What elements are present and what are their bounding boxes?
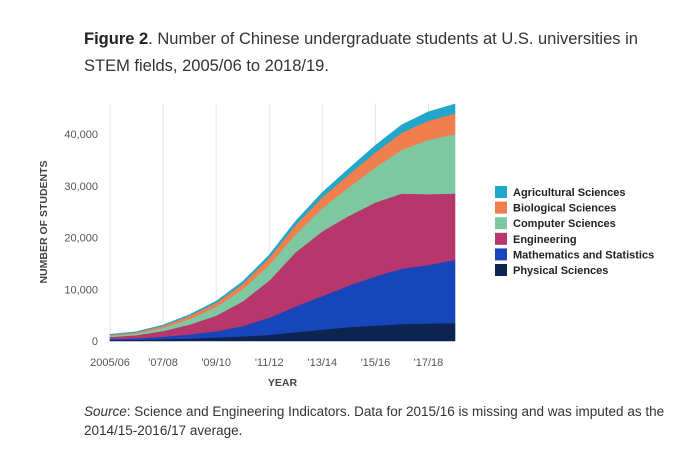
x-tick-label-0: 2005/06: [90, 357, 130, 369]
x-tick-label-2: '09/10: [201, 357, 231, 369]
x-tick-label-4: '13/14: [307, 357, 337, 369]
figure-label: Figure 2: [84, 30, 149, 48]
axes: 0 10,000 20,000 30,000 40,000 2005/06 '07/08 '0…: [38, 129, 443, 389]
x-tick-label-6: '17/18: [414, 357, 444, 369]
y-tick-label-2: 20,000: [64, 233, 98, 245]
legend-swatch-physical-sciences: [495, 264, 507, 276]
legend-label-biological-sciences: Biological Sciences: [513, 203, 616, 215]
legend-label-agricultural-sciences: Agricultural Sciences: [513, 187, 626, 199]
x-tick-label-5: '15/16: [361, 357, 391, 369]
legend-swatch-agricultural-sciences: [495, 186, 507, 198]
x-tick-label-1: '07/08: [148, 357, 178, 369]
y-tick-label-4: 40,000: [64, 129, 98, 141]
area-agricultural-sciences: [109, 103, 456, 336]
source-text: : Science and Engineering Indicators. Da…: [84, 404, 665, 438]
legend: Agricultural Sciences Biological Sciences…: [495, 186, 654, 277]
y-axis-title: NUMBER OF STUDENTS: [38, 160, 50, 283]
legend-swatch-biological-sciences: [495, 201, 507, 214]
legend-swatch-engineering: [495, 232, 507, 245]
legend-swatch-computer-sciences: [495, 217, 507, 230]
legend-label-physical-sciences: Physical Sciences: [513, 265, 608, 277]
y-tick-label-0: 0: [92, 336, 98, 348]
y-tick-label-1: 10,000: [64, 284, 98, 296]
source-note: Source: Science and Engineering Indicato…: [84, 402, 674, 440]
legend-label-computer-sciences: Computer Sciences: [513, 218, 616, 230]
source-label: Source: [84, 404, 127, 419]
legend-label-mathematics-and-statistics: Mathematics and Statistics: [513, 249, 654, 261]
y-tick-label-3: 30,000: [64, 181, 98, 193]
figure-caption: Figure 2. Number of Chinese undergraduat…: [84, 26, 674, 80]
x-axis-title: YEAR: [268, 377, 298, 389]
area-series: [109, 103, 456, 342]
legend-swatch-mathematics-and-statistics: [495, 248, 507, 261]
x-tick-label-3: '11/12: [255, 357, 284, 369]
figure-caption-text: . Number of Chinese undergraduate studen…: [84, 30, 638, 75]
legend-label-engineering: Engineering: [513, 234, 577, 246]
